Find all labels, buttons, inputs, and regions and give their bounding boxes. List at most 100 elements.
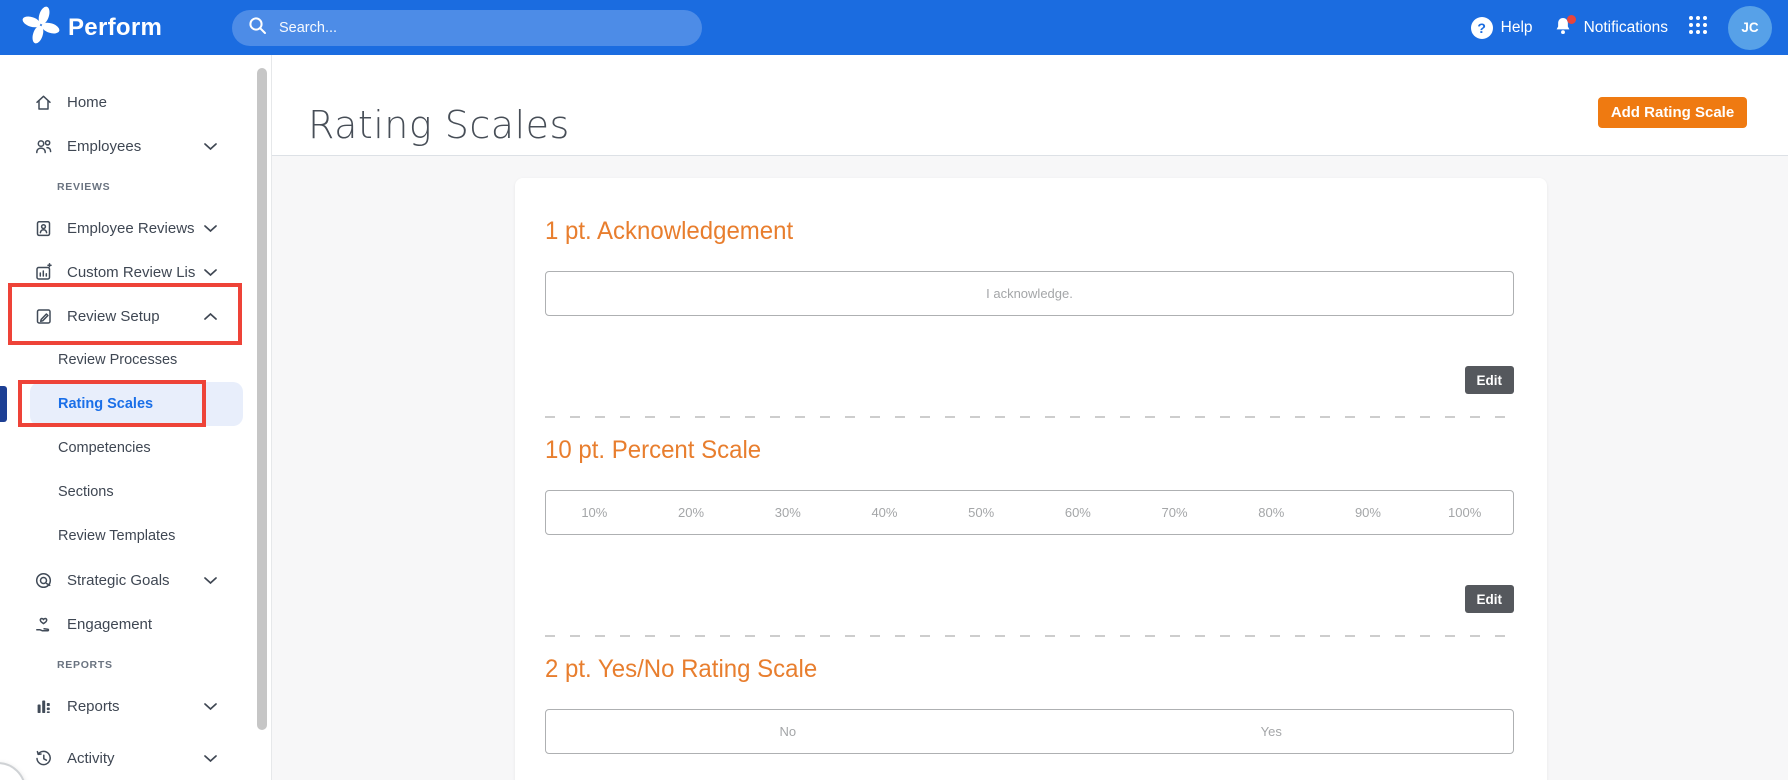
sidebar-item-employee-reviews[interactable]: Employee Reviews bbox=[0, 206, 255, 250]
notifications-button[interactable]: Notifications bbox=[1552, 14, 1668, 41]
badge-icon bbox=[34, 219, 53, 238]
section-divider bbox=[545, 416, 1514, 418]
notifications-label: Notifications bbox=[1583, 18, 1668, 36]
sidebar-item-label: Employee Reviews bbox=[67, 219, 195, 237]
sidebar-section-reports: REPORTS bbox=[57, 659, 113, 671]
rating-scales-card: 1 pt. Acknowledgement I acknowledge. Edi… bbox=[515, 178, 1547, 780]
chevron-down-icon bbox=[204, 750, 217, 767]
sidebar-item-activity[interactable]: Activity bbox=[0, 736, 255, 780]
chevron-down-icon bbox=[204, 220, 217, 237]
search-input[interactable] bbox=[279, 20, 659, 36]
scale-title: 1 pt. Acknowledgement bbox=[545, 217, 794, 245]
rating-scale-section-2: 10 pt. Percent Scale 10% 20% 30% 40% 50%… bbox=[545, 438, 1514, 637]
sidebar-item-label: Review Templates bbox=[58, 528, 176, 544]
sidebar-item-custom-review-lists[interactable]: Custom Review Lis bbox=[0, 250, 255, 294]
bell-icon bbox=[1552, 14, 1576, 41]
chevron-down-icon bbox=[204, 138, 217, 155]
sidebar-item-home[interactable]: Home bbox=[0, 80, 255, 124]
sidebar-item-label: Review Processes bbox=[58, 352, 178, 368]
edit-row: Edit bbox=[545, 585, 1514, 613]
top-navigation-bar: Perform ? Help bbox=[0, 0, 1788, 55]
scale-option: 60% bbox=[1064, 505, 1091, 520]
rating-scale-section-3: 2 pt. Yes/No Rating Scale No Yes bbox=[545, 657, 1514, 754]
global-search[interactable] bbox=[232, 10, 702, 46]
bar-chart-icon bbox=[34, 697, 53, 716]
sidebar-item-reports[interactable]: Reports bbox=[0, 684, 255, 728]
sidebar-item-label: Custom Review Lis bbox=[67, 263, 196, 281]
perform-logo-icon bbox=[22, 4, 60, 51]
sidebar-item-label: Rating Scales bbox=[58, 396, 154, 412]
scale-option: 40% bbox=[871, 505, 898, 520]
target-icon bbox=[34, 571, 53, 590]
topbar-actions: ? Help Notifications bbox=[1470, 0, 1772, 55]
scale-option: I acknowledge. bbox=[986, 286, 1073, 301]
sidebar-item-label: Competencies bbox=[58, 440, 151, 456]
scale-option: 10% bbox=[581, 505, 608, 520]
sidebar-item-label: Sections bbox=[58, 484, 114, 500]
hand-heart-icon bbox=[34, 615, 53, 634]
clipboard-pencil-icon bbox=[34, 307, 53, 326]
brand[interactable]: Perform bbox=[0, 4, 232, 51]
notification-dot-badge bbox=[1566, 14, 1576, 24]
scale-option: 70% bbox=[1161, 505, 1188, 520]
sidebar-item-label: Strategic Goals bbox=[67, 571, 170, 589]
scale-options-box: I acknowledge. bbox=[545, 271, 1514, 316]
chart-list-icon bbox=[34, 262, 53, 282]
user-avatar[interactable]: JC bbox=[1728, 5, 1772, 50]
chevron-down-icon bbox=[204, 698, 217, 715]
edit-button[interactable]: Edit bbox=[1464, 585, 1514, 613]
sidebar-item-rating-scales[interactable]: Rating Scales bbox=[30, 382, 243, 426]
help-icon: ? bbox=[1470, 16, 1493, 39]
sidebar-item-employees[interactable]: Employees bbox=[0, 124, 255, 168]
scale-option: 100% bbox=[1448, 505, 1482, 520]
sidebar-item-review-templates[interactable]: Review Templates bbox=[30, 514, 243, 558]
sidebar-item-label: Review Setup bbox=[67, 307, 160, 325]
chevron-up-icon bbox=[204, 308, 217, 325]
scale-options-box: No Yes bbox=[545, 709, 1514, 754]
apps-grid-button[interactable] bbox=[1687, 14, 1709, 41]
brand-name: Perform bbox=[68, 13, 163, 41]
scale-options-box: 10% 20% 30% 40% 50% 60% 70% 80% 90% 100% bbox=[545, 490, 1514, 535]
apps-grid-icon bbox=[1687, 14, 1709, 41]
sidebar-item-review-setup[interactable]: Review Setup bbox=[0, 294, 255, 338]
sidebar-section-reviews: REVIEWS bbox=[57, 181, 111, 193]
sidebar-item-review-processes[interactable]: Review Processes bbox=[30, 338, 243, 382]
active-item-indicator bbox=[0, 386, 7, 422]
sidebar-item-competencies[interactable]: Competencies bbox=[30, 426, 243, 470]
sidebar-scrollbar[interactable] bbox=[257, 68, 267, 730]
sidebar-navigation: Home Employees REVIEWS bbox=[0, 55, 272, 780]
scale-option: 80% bbox=[1258, 505, 1285, 520]
scale-title: 2 pt. Yes/No Rating Scale bbox=[545, 655, 818, 683]
help-button[interactable]: ? Help bbox=[1470, 16, 1533, 39]
sidebar-item-engagement[interactable]: Engagement bbox=[0, 602, 255, 646]
scale-option: No bbox=[779, 724, 797, 739]
content-area: 1 pt. Acknowledgement I acknowledge. Edi… bbox=[272, 155, 1788, 780]
search-icon bbox=[248, 16, 267, 40]
section-divider bbox=[545, 635, 1514, 637]
chevron-down-icon bbox=[204, 572, 217, 589]
scale-option: Yes bbox=[1260, 724, 1282, 739]
scale-title: 10 pt. Percent Scale bbox=[545, 436, 762, 464]
scale-option: 50% bbox=[968, 505, 995, 520]
rating-scale-section-1: 1 pt. Acknowledgement I acknowledge. Edi… bbox=[545, 219, 1514, 418]
sidebar-item-sections[interactable]: Sections bbox=[30, 470, 243, 514]
edit-button[interactable]: Edit bbox=[1464, 366, 1514, 394]
edit-row: Edit bbox=[545, 366, 1514, 394]
page-title: Rating Scales bbox=[308, 103, 570, 147]
sidebar-item-label: Engagement bbox=[67, 615, 153, 633]
history-icon bbox=[34, 749, 53, 768]
sidebar-item-label: Employees bbox=[67, 137, 142, 155]
add-rating-scale-button[interactable]: Add Rating Scale bbox=[1598, 97, 1747, 128]
scale-option: 20% bbox=[678, 505, 705, 520]
help-label: Help bbox=[1500, 18, 1533, 36]
sidebar-item-label: Home bbox=[67, 93, 108, 111]
page-header: Rating Scales Add Rating Scale bbox=[272, 55, 1788, 155]
chevron-down-icon bbox=[204, 264, 217, 281]
sidebar-item-label: Reports bbox=[67, 697, 120, 715]
people-icon bbox=[34, 137, 53, 156]
main-content: Rating Scales Add Rating Scale 1 pt. Ack… bbox=[272, 55, 1788, 780]
sidebar-item-label: Activity bbox=[67, 749, 115, 767]
home-icon bbox=[34, 93, 53, 112]
sidebar-item-strategic-goals[interactable]: Strategic Goals bbox=[0, 558, 255, 602]
